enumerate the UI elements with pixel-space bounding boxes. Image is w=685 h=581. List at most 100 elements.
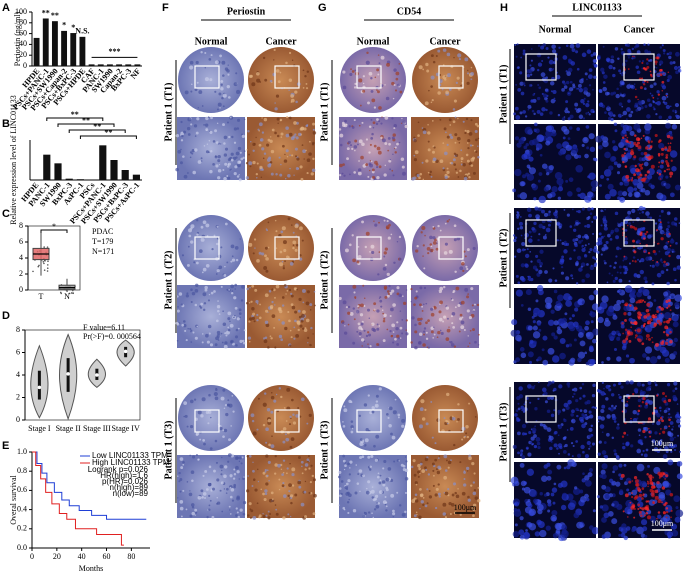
texture (668, 318, 671, 321)
texture (219, 427, 222, 430)
texture (468, 335, 469, 336)
texture (668, 146, 671, 149)
texture (663, 321, 665, 323)
texture (663, 511, 666, 514)
texture (585, 480, 592, 487)
texture (636, 217, 640, 221)
texture (540, 154, 543, 157)
texture (464, 132, 466, 134)
texture (568, 117, 571, 120)
texture (233, 296, 236, 299)
texture (529, 280, 531, 282)
texture (384, 220, 386, 222)
texture (513, 445, 517, 449)
texture (618, 534, 621, 537)
texture (541, 72, 546, 77)
texture (223, 105, 225, 107)
texture (426, 338, 428, 340)
texture (421, 231, 423, 233)
texture (250, 141, 251, 142)
texture (415, 150, 419, 154)
texture (291, 467, 295, 471)
texture (313, 131, 317, 135)
texture (340, 144, 343, 147)
texture (439, 318, 443, 322)
texture (527, 174, 534, 181)
texture (629, 380, 633, 384)
texture (626, 441, 630, 445)
texture (613, 280, 616, 283)
texture (467, 139, 470, 142)
texture (566, 382, 570, 386)
texture (367, 101, 370, 104)
texture (622, 137, 624, 139)
texture (280, 164, 282, 166)
texture (635, 44, 639, 48)
texture (523, 146, 527, 150)
texture (671, 428, 673, 430)
texture (634, 476, 637, 479)
texture (600, 505, 603, 508)
texture (181, 515, 183, 517)
texture (354, 145, 358, 149)
texture (542, 360, 548, 366)
texture (604, 209, 606, 211)
texture (584, 494, 589, 499)
texture (423, 303, 425, 305)
texture (600, 175, 604, 179)
texture (560, 338, 566, 344)
texture (626, 381, 630, 385)
texture (641, 497, 644, 500)
panel-letter: A (2, 2, 10, 14)
texture (289, 52, 291, 54)
texture (396, 321, 398, 323)
panel-letter: C (2, 208, 10, 220)
texture (633, 173, 636, 176)
texture (383, 256, 385, 258)
texture (349, 73, 352, 76)
texture (430, 308, 433, 311)
texture (188, 228, 192, 232)
texture (180, 457, 184, 461)
texture (290, 94, 294, 98)
texture (187, 328, 189, 330)
texture (361, 142, 365, 146)
panel-title: Periostin (227, 6, 266, 17)
texture (175, 168, 179, 172)
texture (547, 476, 552, 481)
texture (436, 55, 438, 57)
texture (516, 409, 519, 412)
texture (376, 502, 377, 503)
texture (366, 491, 370, 495)
texture (665, 358, 670, 363)
texture (393, 410, 397, 414)
texture (302, 310, 306, 314)
texture (264, 339, 268, 343)
texture (529, 509, 536, 516)
texture (234, 315, 236, 317)
texture (285, 62, 288, 65)
texture (417, 471, 420, 474)
texture (526, 69, 531, 74)
texture (282, 482, 284, 484)
texture (190, 123, 192, 125)
bar (43, 155, 50, 180)
panel-letter: D (2, 310, 10, 322)
texture (256, 72, 260, 76)
texture (478, 487, 480, 489)
texture (634, 388, 639, 393)
texture (666, 307, 668, 309)
texture (619, 266, 622, 269)
texture (222, 429, 224, 431)
texture (236, 259, 238, 261)
texture (454, 133, 457, 136)
texture (646, 334, 650, 338)
texture (359, 415, 361, 417)
texture (611, 274, 613, 276)
texture (378, 222, 380, 224)
texture (606, 178, 609, 181)
texture (473, 492, 477, 496)
texture (613, 146, 619, 152)
texture (432, 437, 434, 439)
texture (467, 293, 469, 295)
